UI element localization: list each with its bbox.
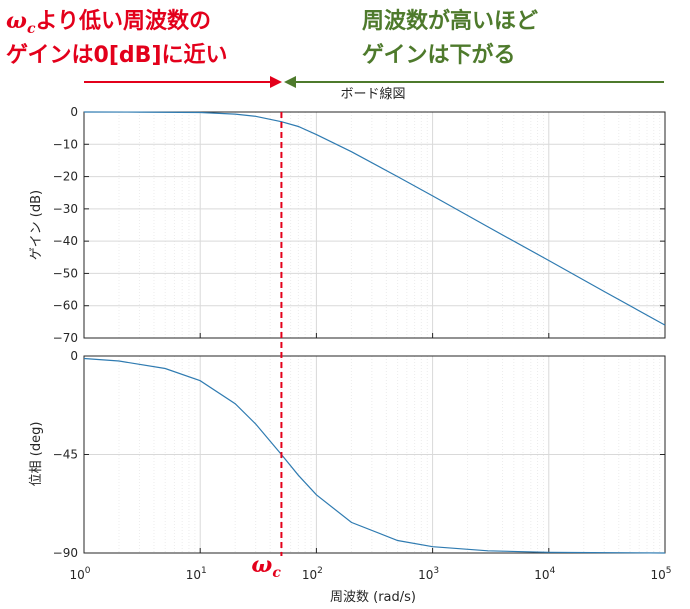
phase-xlabel: 周波数 (rad/s) (330, 590, 416, 605)
phase-ylabel: 位相 (deg) (29, 422, 44, 487)
cutoff-label: ωc (251, 552, 281, 581)
y-tick-label: −70 (53, 331, 78, 345)
green-arrow (284, 76, 664, 88)
y-tick-label: −20 (53, 170, 78, 184)
x-tick-label: 101 (186, 566, 207, 582)
y-tick-label: −40 (53, 234, 78, 248)
x-tick-label: 104 (534, 566, 555, 582)
x-tick-label: 100 (69, 566, 90, 582)
y-tick-label: 0 (70, 105, 78, 119)
annotation-right-line1: 周波数が高いほど (362, 8, 538, 34)
y-tick-label: −10 (53, 137, 78, 151)
magnitude-series-line (83, 111, 666, 326)
phase-series-line (83, 357, 666, 554)
annotation-left-line2: ゲインは0[dB]に近い (6, 42, 228, 68)
annotation-right-line2: ゲインは下がる (362, 42, 516, 68)
omega-subscript: c (27, 21, 36, 37)
y-tick-label: −45 (53, 448, 78, 462)
x-tick-label: 105 (650, 566, 671, 582)
cutoff-subscript: c (272, 565, 281, 581)
y-tick-label: −50 (53, 266, 78, 280)
omega-symbol: ω (6, 8, 27, 34)
magnitude-ylabel: ゲイン (dB) (29, 190, 44, 260)
chart-title: ボード線図 (340, 86, 405, 102)
y-tick-label: 0 (70, 349, 78, 363)
annotation-left-line1: より低い周波数の (35, 8, 211, 34)
svg-text:ωcより低い周波数の: ωcより低い周波数の (6, 8, 211, 37)
y-tick-label: −90 (53, 546, 78, 560)
red-arrow (84, 76, 282, 88)
annotation-high-frequency: 周波数が高いほど ゲインは下がる (362, 8, 538, 68)
cutoff-omega: ω (251, 552, 272, 578)
phase-panel: 0 −45 −90 100 101 102 103 104 105 位相 (deg) 周波数 … (29, 333, 672, 605)
y-tick-label: −60 (53, 299, 78, 313)
x-tick-label: 102 (302, 566, 323, 582)
x-tick-label: 103 (418, 566, 439, 582)
y-tick-label: −30 (53, 202, 78, 216)
magnitude-panel: 0 −10 −20 −30 −40 −50 −60 −70 ゲイン (dB) (29, 105, 666, 345)
annotation-low-frequency: ωcより低い周波数の ゲインは0[dB]に近い (6, 8, 228, 68)
